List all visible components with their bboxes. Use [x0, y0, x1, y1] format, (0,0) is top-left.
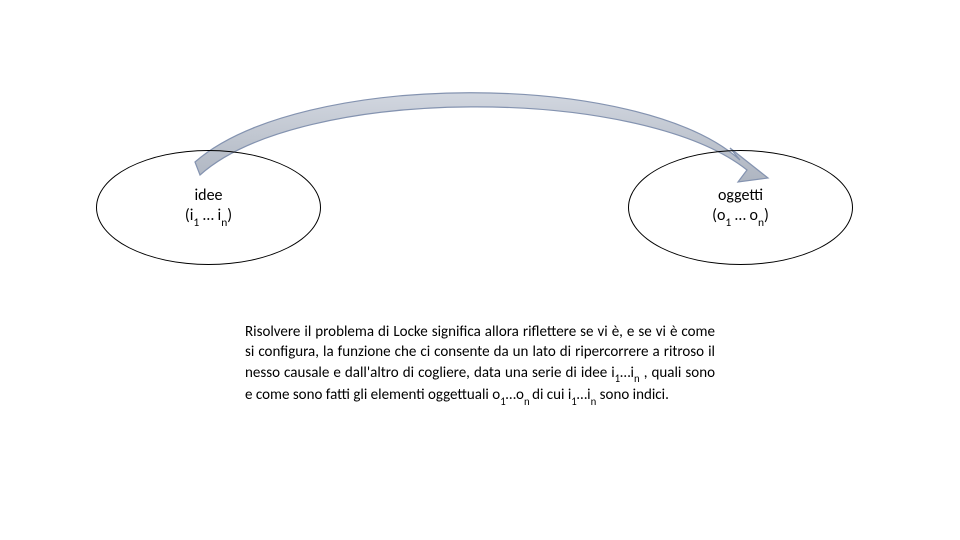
ellipse-oggetti-range: (o1 … on)	[712, 206, 769, 229]
explanatory-paragraph: Risolvere il problema di Locke significa…	[245, 322, 715, 408]
ellipse-idee-range: (i1 … in)	[185, 206, 232, 229]
ellipse-idee: idee (i1 … in)	[96, 150, 321, 265]
ellipse-idee-title: idee	[195, 186, 223, 206]
diagram-stage: idee (i1 … in) oggetti (o1 … on) Risolve…	[0, 0, 960, 540]
curved-arrow	[0, 0, 960, 540]
ellipse-oggetti-title: oggetti	[718, 186, 763, 206]
ellipse-oggetti: oggetti (o1 … on)	[628, 150, 853, 265]
